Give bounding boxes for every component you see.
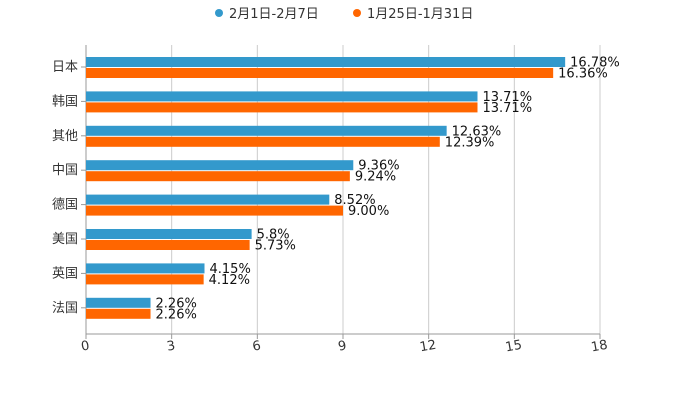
data-label: 9.00% xyxy=(348,204,389,219)
bar[interactable] xyxy=(86,194,330,205)
data-label: 12.63% xyxy=(452,124,502,139)
data-label: 13.71% xyxy=(482,101,532,116)
x-tick-label: 18 xyxy=(590,338,609,356)
bar[interactable] xyxy=(86,91,478,102)
legend-marker[interactable] xyxy=(215,9,223,17)
bar[interactable] xyxy=(86,263,205,274)
data-label: 5.73% xyxy=(255,239,296,254)
bar[interactable] xyxy=(86,68,554,78)
x-tick-label: 15 xyxy=(504,338,523,356)
data-label: 4.12% xyxy=(209,273,250,288)
bars xyxy=(86,57,566,319)
data-label: 16.36% xyxy=(558,67,608,82)
x-tick-label: 3 xyxy=(166,338,177,354)
y-tick-label: 英国 xyxy=(52,266,78,281)
bar[interactable] xyxy=(86,205,343,216)
data-label: 9.24% xyxy=(355,170,396,185)
legend-marker[interactable] xyxy=(353,9,361,17)
y-tick-label: 日本 xyxy=(52,60,78,75)
bar[interactable] xyxy=(86,102,478,113)
bar[interactable] xyxy=(86,297,151,308)
data-label: 2.26% xyxy=(156,307,197,322)
y-tick-label: 德国 xyxy=(52,198,78,213)
y-tick-label: 其他 xyxy=(52,129,78,144)
legend[interactable]: 2月1日-2月7日 1月25日-1月31日 xyxy=(215,7,473,22)
bar[interactable] xyxy=(86,160,354,171)
data-label: 5.8% xyxy=(257,228,290,243)
grid-lines xyxy=(171,45,601,334)
bar[interactable] xyxy=(86,240,250,250)
bar[interactable] xyxy=(86,171,350,182)
bar[interactable] xyxy=(86,57,566,67)
y-tick-label: 法国 xyxy=(52,301,78,316)
bar[interactable] xyxy=(86,274,204,285)
x-tick-label: 0 xyxy=(80,338,91,354)
x-tick-label: 6 xyxy=(251,338,262,354)
legend-label[interactable]: 1月25日-1月31日 xyxy=(367,7,473,22)
y-tick-label: 美国 xyxy=(52,232,78,247)
data-label: 9.36% xyxy=(358,159,399,174)
data-label: 8.52% xyxy=(334,193,375,208)
x-tick-label: 9 xyxy=(337,338,348,354)
y-tick-label: 中国 xyxy=(52,163,78,178)
bar[interactable] xyxy=(86,229,252,239)
bar[interactable] xyxy=(86,308,151,319)
x-tick-label: 12 xyxy=(419,338,438,356)
bar[interactable] xyxy=(86,136,440,147)
data-label: 12.39% xyxy=(445,135,495,150)
data-label: 16.78% xyxy=(570,56,620,71)
data-label: 4.15% xyxy=(210,262,251,277)
legend-label[interactable]: 2月1日-2月7日 xyxy=(229,7,319,22)
data-label: 2.26% xyxy=(156,296,197,311)
y-tick-label: 韩国 xyxy=(52,94,78,109)
bar[interactable] xyxy=(86,125,447,136)
data-label: 13.71% xyxy=(482,90,532,105)
data-labels: 16.78%16.36% 13.71%13.71% 12.63%12.39% 9.36… xyxy=(156,56,620,323)
